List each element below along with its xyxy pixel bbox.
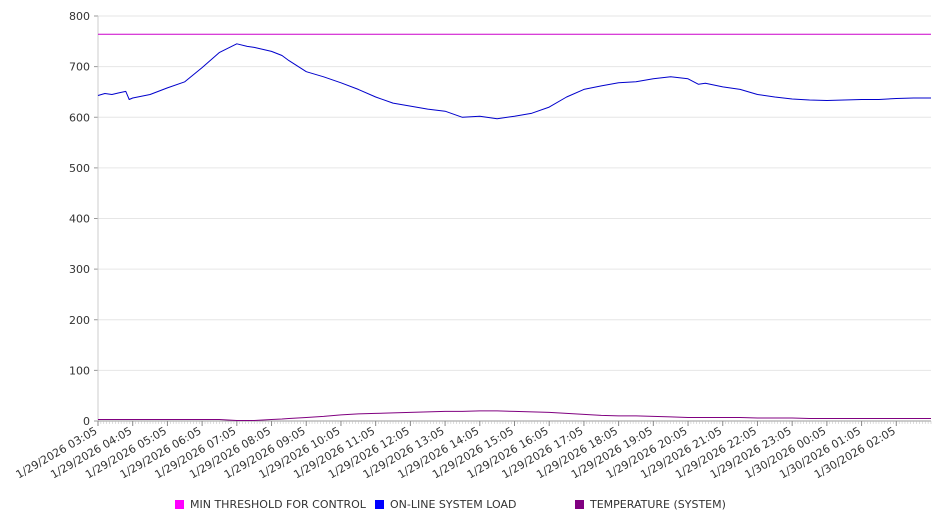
legend-item-temperature[interactable]: TEMPERATURE (SYSTEM) bbox=[575, 498, 726, 511]
y-tick-label: 700 bbox=[69, 61, 90, 74]
y-tick-labels: 0 100 200 300 400 500 600 700 800 bbox=[69, 10, 90, 428]
y-tick-label: 500 bbox=[69, 162, 90, 175]
legend: MIN THRESHOLD FOR CONTROL ON-LINE SYSTEM… bbox=[0, 498, 946, 514]
y-tick-label: 0 bbox=[83, 415, 90, 428]
y-tick-label: 100 bbox=[69, 364, 90, 377]
y-tick-label: 600 bbox=[69, 111, 90, 124]
y-tick-label: 300 bbox=[69, 263, 90, 276]
legend-swatch-min-threshold bbox=[175, 500, 184, 509]
system-load-line bbox=[97, 43, 931, 120]
x-tick-labels: 1/29/2026 03:051/29/2026 04:051/29/2026 … bbox=[14, 424, 898, 481]
legend-item-system-load[interactable]: ON-LINE SYSTEM LOAD bbox=[375, 498, 516, 511]
y-tick-label: 200 bbox=[69, 314, 90, 327]
temperature-line bbox=[98, 410, 931, 421]
series-lines bbox=[97, 33, 931, 421]
legend-label-system-load: ON-LINE SYSTEM LOAD bbox=[390, 498, 517, 511]
legend-item-min-threshold[interactable]: MIN THRESHOLD FOR CONTROL bbox=[175, 498, 366, 511]
legend-label-temperature: TEMPERATURE (SYSTEM) bbox=[590, 498, 726, 511]
legend-swatch-system-load bbox=[375, 500, 384, 509]
axes bbox=[94, 15, 932, 426]
legend-swatch-temperature bbox=[575, 500, 584, 509]
legend-label-min-threshold: MIN THRESHOLD FOR CONTROL bbox=[190, 498, 366, 511]
y-tick-label: 400 bbox=[69, 213, 90, 226]
y-tick-label: 800 bbox=[69, 10, 90, 23]
gridlines bbox=[98, 15, 931, 422]
